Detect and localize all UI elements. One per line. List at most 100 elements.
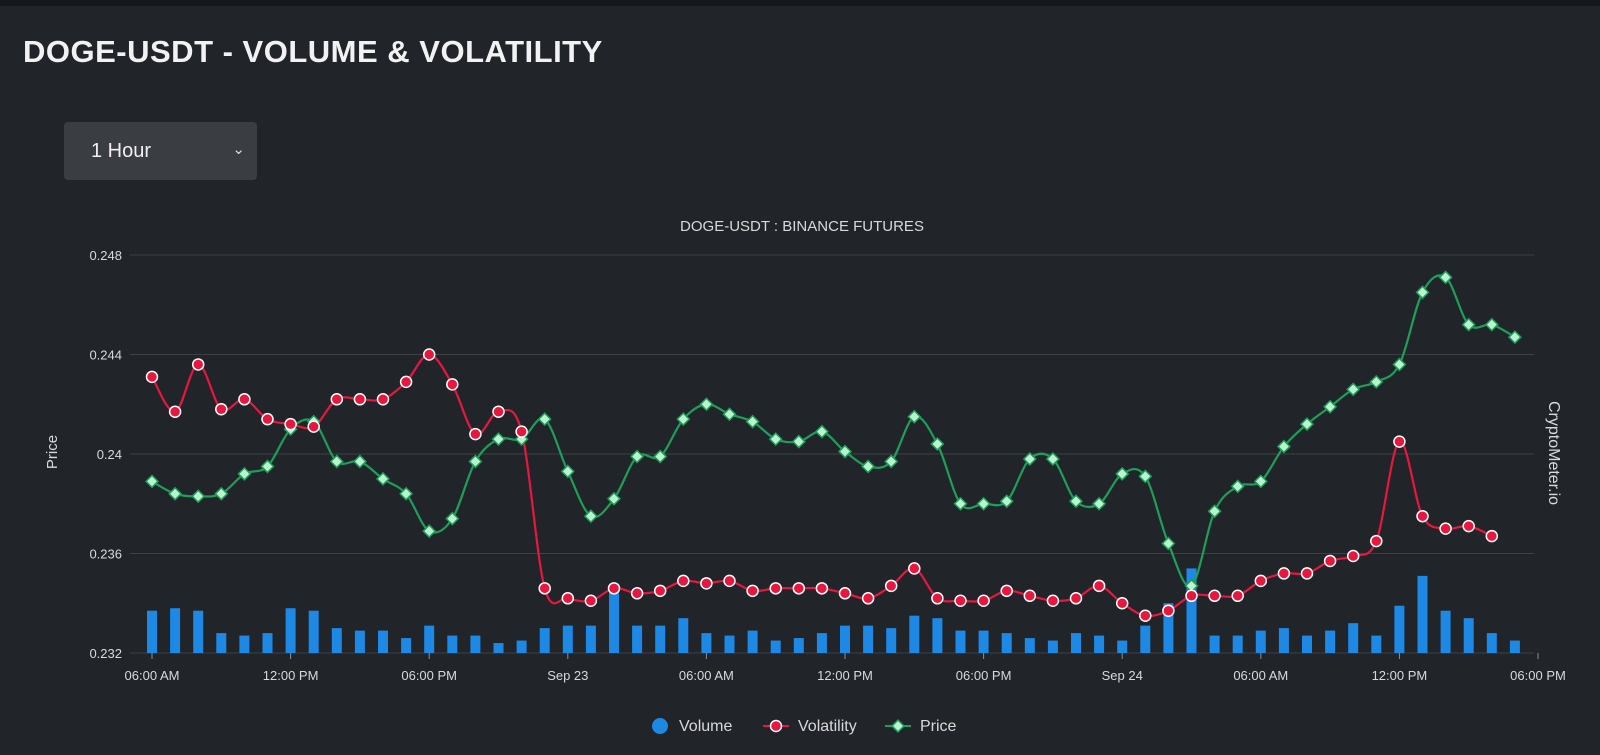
volume-bar xyxy=(1209,635,1220,653)
price-point xyxy=(837,444,853,459)
volume-bar xyxy=(816,633,827,653)
volatility-point xyxy=(422,348,436,361)
volatility-point xyxy=(977,594,990,608)
volatility-point xyxy=(1162,604,1175,617)
price-point xyxy=(630,449,645,464)
volatility-point xyxy=(330,393,344,406)
chart-title: DOGE-USDT : BINANCE FUTURES xyxy=(680,218,924,235)
price-point xyxy=(237,466,252,481)
volume-bar xyxy=(1047,640,1058,653)
price-point xyxy=(606,491,622,506)
volatility-point xyxy=(1092,579,1106,593)
price-point xyxy=(1092,496,1107,511)
price-point xyxy=(1161,536,1176,551)
volume-bar xyxy=(724,635,735,653)
volatility-point xyxy=(1046,594,1060,608)
volume-bars xyxy=(147,568,1520,653)
volume-bar xyxy=(1348,623,1359,653)
price-point xyxy=(1207,504,1222,519)
price-point xyxy=(1068,494,1084,509)
price-point xyxy=(1299,417,1315,432)
price-point xyxy=(1346,382,1361,397)
x-tick-label: 06:00 AM xyxy=(1233,668,1288,683)
volatility-point xyxy=(861,592,875,605)
volume-bar xyxy=(840,625,850,653)
price-point xyxy=(999,494,1014,509)
volatility-point xyxy=(677,574,690,588)
volatility-point xyxy=(908,562,921,575)
price-point xyxy=(399,486,414,501)
volume-bar xyxy=(770,640,781,653)
volume-bar xyxy=(1302,635,1312,653)
price-point xyxy=(791,434,806,449)
volume-bar xyxy=(863,625,874,653)
price-point xyxy=(953,496,968,511)
y-tick-label: 0.236 xyxy=(89,547,122,562)
volume-bar xyxy=(1117,640,1128,653)
x-tick-label: 12:00 PM xyxy=(817,668,873,683)
price-point xyxy=(1045,451,1060,466)
volume-bar xyxy=(678,618,689,653)
volume-bar xyxy=(932,618,943,653)
volatility-point xyxy=(1323,554,1337,568)
volume-bar xyxy=(609,588,619,653)
price-point xyxy=(884,454,899,469)
volatility-point xyxy=(815,582,829,595)
price-point xyxy=(814,424,829,439)
x-tick-label: 06:00 PM xyxy=(956,668,1012,683)
price-point xyxy=(907,409,922,424)
legend-volatility-label: Volatility xyxy=(798,718,857,735)
price-point xyxy=(422,524,437,539)
volume-bar xyxy=(562,625,573,653)
volatility-point xyxy=(700,577,713,590)
series-lines xyxy=(151,274,1516,618)
volume-bar xyxy=(1463,618,1474,653)
volume-bar xyxy=(1186,568,1197,653)
volume-bar xyxy=(285,608,296,653)
volume-bar xyxy=(886,628,897,653)
timeframe-selected-value: 1 Hour xyxy=(91,139,152,162)
price-point xyxy=(653,449,668,464)
price-point xyxy=(1507,330,1522,345)
price-point xyxy=(537,412,552,427)
volume-bar xyxy=(701,633,712,653)
legend-price-marker xyxy=(890,718,906,734)
volatility-point xyxy=(1370,534,1383,548)
volume-bar xyxy=(1094,635,1105,653)
y-tick-label: 0.232 xyxy=(89,646,122,661)
volume-bar xyxy=(585,625,596,653)
volatility-point xyxy=(561,592,575,605)
volume-bar xyxy=(447,635,458,653)
volatility-point xyxy=(446,378,459,391)
y-tick-label: 0.244 xyxy=(89,348,122,363)
volume-bar xyxy=(308,610,319,653)
volume-bar xyxy=(1371,635,1382,653)
price-point xyxy=(1022,451,1037,466)
volume-bar xyxy=(378,630,388,653)
volume-bar xyxy=(1278,628,1289,653)
chevron-down-icon: ⌄ xyxy=(232,141,245,158)
volume-bar xyxy=(401,638,412,653)
price-point xyxy=(583,509,598,524)
volatility-point xyxy=(1462,519,1475,533)
timeframe-select[interactable]: 1 Hour ⌄ xyxy=(64,122,257,180)
y-tick-label: 0.24 xyxy=(97,447,122,462)
price-point xyxy=(168,486,183,501)
volume-bar xyxy=(1417,575,1428,653)
price-point xyxy=(745,414,760,429)
price-point xyxy=(1184,578,1199,593)
volatility-point xyxy=(931,592,944,605)
volatility-point xyxy=(353,393,367,406)
volatility-point xyxy=(191,358,205,371)
volatility-point xyxy=(145,370,159,384)
price-point xyxy=(676,412,691,427)
legend-volatility-marker xyxy=(769,719,783,733)
volume-bar xyxy=(655,625,666,653)
volume-bar xyxy=(239,635,250,653)
volatility-point xyxy=(1023,589,1037,603)
volume-bar xyxy=(978,630,989,653)
volume-bar xyxy=(1232,635,1243,653)
volume-bar xyxy=(747,630,758,653)
y-axis-label: Price xyxy=(44,435,61,469)
